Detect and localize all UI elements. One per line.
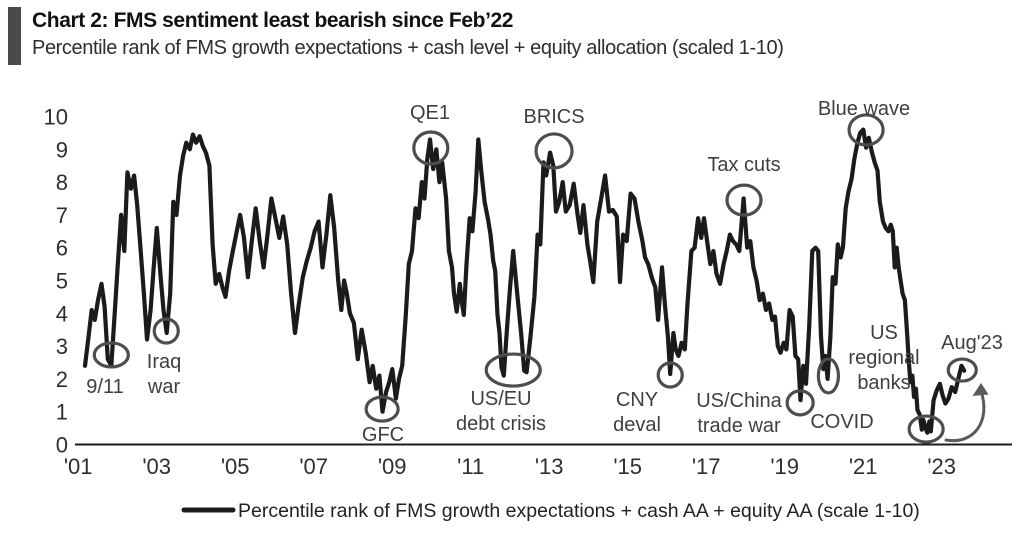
- annotation-label-us-eu-debt-crisis: debt crisis: [456, 413, 546, 435]
- y-tick-label: 9: [56, 137, 68, 162]
- y-tick-label: 7: [56, 203, 68, 228]
- annotation-label-blue-wave: Blue wave: [818, 98, 910, 120]
- annotation-circle-cny-deval: [656, 361, 684, 389]
- annotation-label-brics: BRICS: [523, 106, 584, 128]
- annotation-circle-nine-eleven: [92, 341, 130, 369]
- x-tick-label: '23: [927, 454, 956, 479]
- annotation-tax-cuts: Tax cuts: [707, 154, 781, 217]
- annotation-label-gfc: GFC: [362, 424, 404, 446]
- annotation-us-regional-banks: US regional banks: [848, 322, 945, 444]
- annotation-iraq-war: Iraq war: [147, 317, 181, 398]
- annotation-circle-brics: [534, 132, 574, 170]
- x-tick-label: '03: [142, 454, 171, 479]
- y-tick-label: 4: [56, 301, 68, 326]
- annotation-circle-iraq-war: [152, 317, 180, 345]
- x-tick-label: '07: [299, 454, 328, 479]
- x-tick-label: '17: [692, 454, 721, 479]
- annotation-label-iraq-war: war: [147, 376, 181, 398]
- x-tick-label: '11: [457, 454, 484, 479]
- y-tick-label: 1: [56, 400, 68, 425]
- annotation-circle-us-china-trade-war: [785, 389, 815, 417]
- annotation-aug-23: Aug'23: [941, 332, 1003, 383]
- annotation-circle-us-eu-debt-crisis: [484, 352, 542, 388]
- annotation-circle-us-regional-banks: [907, 414, 945, 444]
- x-tick-label: '19: [770, 454, 799, 479]
- annotation-us-china-trade-war: US/China trade war: [696, 389, 815, 437]
- x-tick-label: '13: [535, 454, 564, 479]
- annotation-blue-wave: Blue wave: [818, 98, 910, 147]
- annotation-label-tax-cuts: Tax cuts: [707, 154, 780, 176]
- annotation-label-us-china-trade-war: US/China: [696, 390, 782, 412]
- annotation-nine-eleven: 9/11: [86, 341, 130, 398]
- series-line: [82, 127, 967, 435]
- trend-arrow-head: [972, 383, 989, 396]
- annotation-circle-aug-23: [946, 357, 978, 383]
- y-tick-label: 10: [44, 105, 68, 130]
- chart-header: Chart 2: FMS sentiment least bearish sin…: [8, 7, 784, 65]
- annotation-label-us-eu-debt-crisis: US/EU: [470, 388, 531, 410]
- trend-arrow-shaft: [944, 389, 986, 443]
- annotation-label-aug-23: Aug'23: [941, 332, 1003, 354]
- annotation-circle-qe1: [412, 130, 450, 166]
- annotation-cny-deval: CNY deval: [613, 361, 684, 436]
- y-tick-label: 0: [56, 433, 68, 458]
- annotation-qe1: QE1: [410, 102, 450, 166]
- annotation-label-covid: COVID: [810, 411, 873, 433]
- annotation-label-iraq-war: Iraq: [147, 351, 181, 373]
- annotation-brics: BRICS: [523, 106, 585, 170]
- x-axis-labels: '01 '03 '05 '07 '09 '11 '13 '15 '17 '19 '21 '23: [64, 454, 956, 479]
- annotation-circle-covid: [816, 357, 841, 395]
- annotation-circle-gfc: [364, 395, 400, 423]
- x-tick-label: '05: [221, 454, 250, 479]
- annotation-gfc: GFC: [362, 395, 404, 446]
- chart-title: Chart 2: FMS sentiment least bearish sin…: [32, 9, 514, 32]
- trend-arrow: [944, 383, 989, 443]
- annotation-label-us-china-trade-war: trade war: [697, 415, 781, 437]
- annotation-label-cny-deval: CNY: [616, 389, 658, 411]
- x-tick-label: '09: [378, 454, 407, 479]
- x-tick-label: '15: [613, 454, 642, 479]
- annotation-covid: COVID: [810, 357, 874, 433]
- legend-label: Percentile rank of FMS growth expectatio…: [238, 500, 920, 522]
- y-tick-label: 5: [56, 269, 68, 294]
- annotation-label-us-regional-banks: regional: [848, 347, 919, 369]
- legend: Percentile rank of FMS growth expectatio…: [181, 500, 920, 522]
- annotation-us-eu-debt-crisis: US/EU debt crisis: [456, 352, 546, 435]
- annotation-label-cny-deval: deval: [613, 414, 661, 436]
- annotation-label-us-regional-banks: US: [870, 322, 898, 344]
- annotation-circle-tax-cuts: [725, 183, 763, 217]
- x-tick-label: '21: [849, 454, 878, 479]
- annotation-label-qe1: QE1: [410, 102, 450, 124]
- annotation-circle-blue-wave: [847, 113, 885, 147]
- y-tick-label: 2: [56, 367, 68, 392]
- annotation-label-nine-eleven: 9/11: [86, 376, 123, 398]
- y-axis-labels: 0 1 2 3 4 5 6 7 8 9 10: [44, 105, 68, 458]
- title-accent-bar: [8, 7, 21, 65]
- chart-subtitle: Percentile rank of FMS growth expectatio…: [32, 37, 784, 59]
- y-tick-label: 6: [56, 236, 68, 261]
- y-tick-label: 3: [56, 334, 68, 359]
- y-tick-label: 8: [56, 170, 68, 195]
- x-tick-label: '01: [64, 454, 93, 479]
- annotation-label-us-regional-banks: banks: [857, 372, 910, 394]
